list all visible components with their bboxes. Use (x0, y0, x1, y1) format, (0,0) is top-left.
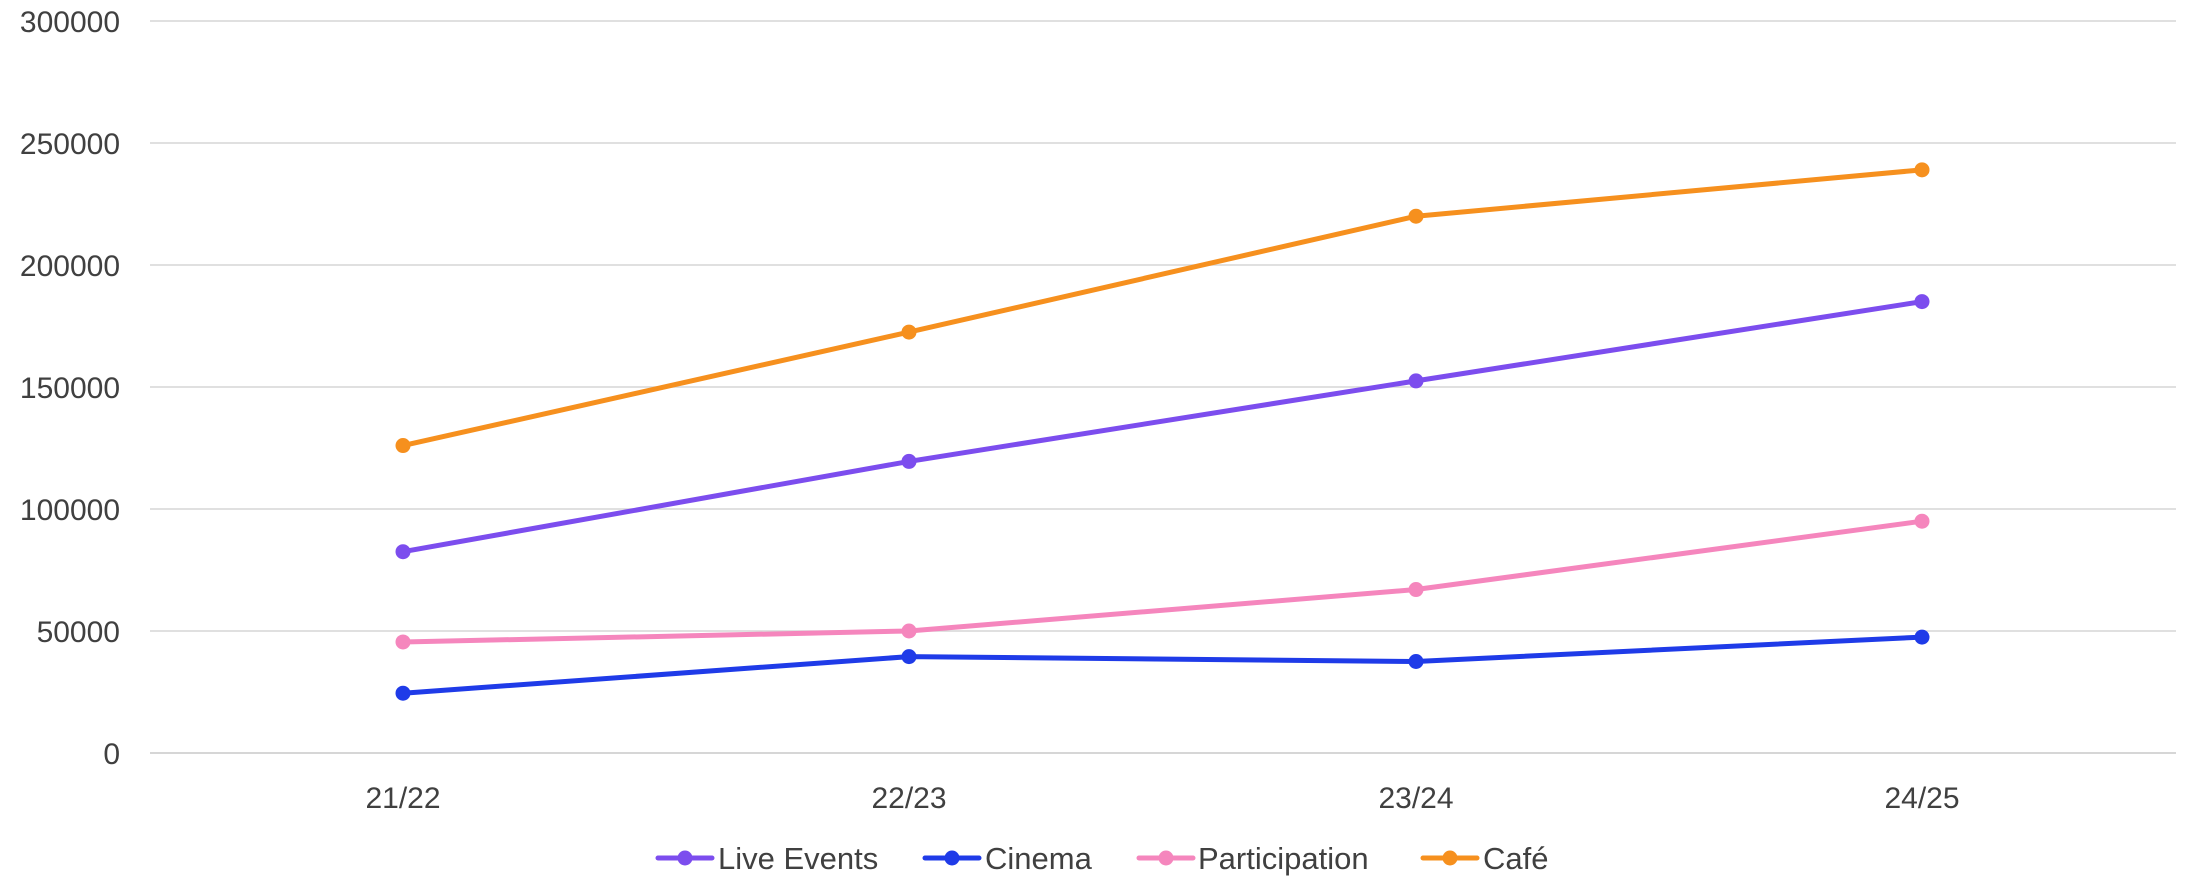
data-point (901, 623, 917, 639)
x-tick-label: 21/22 (365, 782, 440, 815)
data-point (395, 634, 411, 650)
series-lines (395, 162, 1930, 701)
series-line (400, 167, 1925, 449)
y-tick-label: 150000 (20, 372, 120, 405)
legend-swatch-marker (944, 850, 960, 866)
data-point (1914, 629, 1930, 645)
x-axis-ticks: 21/22 22/23 23/24 24/25 (365, 782, 1959, 815)
data-point (1914, 294, 1930, 310)
legend-label: Live Events (718, 841, 878, 876)
legend: Live Events Cinema Participation Café (655, 841, 1548, 876)
data-point (1914, 513, 1930, 529)
series-cinema (395, 629, 1930, 701)
series-line (400, 518, 1925, 645)
data-point (901, 453, 917, 469)
data-point (901, 324, 917, 340)
legend-item-cinema: Cinema (922, 841, 1093, 876)
data-point (395, 685, 411, 701)
data-point (1408, 208, 1424, 224)
data-point (1408, 373, 1424, 389)
y-tick-label: 50000 (37, 616, 120, 649)
series-line (400, 299, 1925, 555)
legend-label: Café (1483, 841, 1548, 876)
data-point (901, 649, 917, 665)
series-participation (395, 513, 1930, 650)
data-point (395, 544, 411, 560)
legend-label: Cinema (985, 841, 1093, 876)
y-tick-label: 200000 (20, 250, 120, 283)
gridlines (150, 20, 2176, 754)
legend-item-participation: Participation (1136, 841, 1369, 876)
y-axis-ticks: 0 50000 100000 150000 200000 250000 300000 (20, 6, 120, 771)
y-tick-label: 100000 (20, 494, 120, 527)
data-point (1914, 162, 1930, 178)
data-point (1408, 654, 1424, 669)
x-tick-label: 23/24 (1378, 782, 1453, 815)
series-live-events (395, 294, 1930, 560)
legend-swatch-marker (677, 850, 693, 866)
data-point (395, 438, 411, 454)
legend-swatch-marker (1442, 850, 1458, 866)
legend-label: Participation (1198, 841, 1369, 876)
legend-item-live-events: Live Events (655, 841, 878, 876)
series-line (400, 634, 1925, 696)
y-tick-label: 0 (103, 738, 120, 771)
data-point (1408, 582, 1424, 598)
x-tick-label: 22/23 (871, 782, 946, 815)
legend-item-caf-: Café (1420, 841, 1548, 876)
series-caf- (395, 162, 1930, 454)
y-tick-label: 250000 (20, 128, 120, 161)
y-tick-label: 300000 (20, 6, 120, 39)
legend-swatch-marker (1158, 850, 1174, 866)
x-tick-label: 24/25 (1884, 782, 1959, 815)
